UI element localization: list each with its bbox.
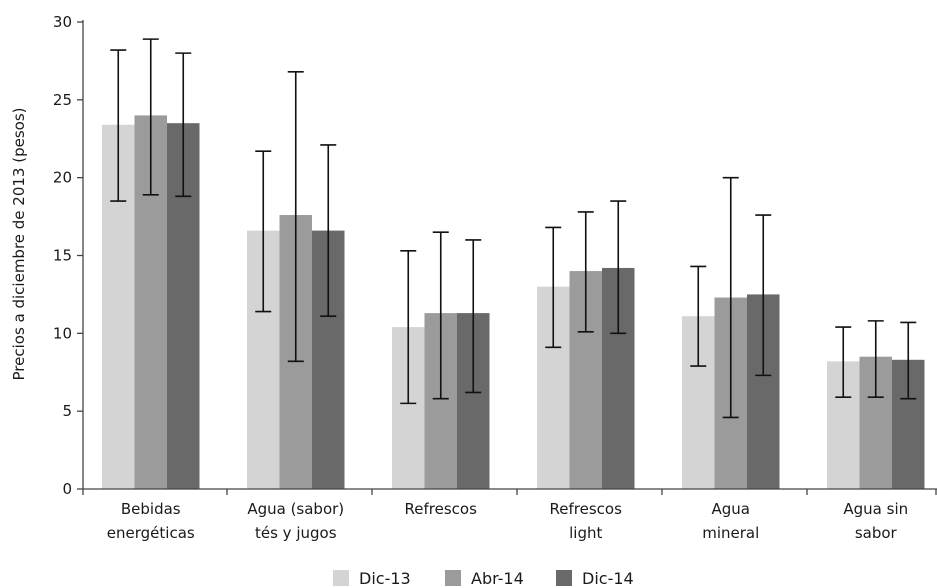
error-bar-abr-14-2 xyxy=(432,231,449,400)
y-tick-label: 30 xyxy=(53,13,72,31)
error-bars-layer xyxy=(110,38,917,419)
error-bar-abr-14-3 xyxy=(577,211,594,333)
y-tick-label: 5 xyxy=(62,402,72,420)
x-category-label-line: Agua xyxy=(712,500,750,518)
legend-item-dic-14: Dic-14 xyxy=(556,569,634,588)
x-category-label: Agua (sabor) tés y jugos xyxy=(247,500,344,542)
error-bar-dic-14-5 xyxy=(900,321,917,400)
error-bar-dic-13-1 xyxy=(255,150,272,313)
y-ticks-layer: 0 5 10 15 20 25 30 xyxy=(53,13,83,498)
error-bar-dic-13-2 xyxy=(400,250,417,405)
x-category-label: Bebidas energéticas xyxy=(107,500,195,542)
legend-label: Dic-14 xyxy=(582,569,634,588)
error-bar-dic-13-3 xyxy=(545,226,562,349)
error-bar-dic-13-5 xyxy=(835,326,852,398)
x-category-label-line: Bebidas xyxy=(121,500,181,518)
error-bar-dic-14-0 xyxy=(175,52,192,198)
legend-label: Dic-13 xyxy=(359,569,411,588)
x-category-label-line: Refrescos xyxy=(405,500,478,518)
x-category-label-line: Agua (sabor) xyxy=(247,500,344,518)
y-tick-label: 0 xyxy=(62,480,72,498)
x-category-label-line: energéticas xyxy=(107,524,195,542)
error-bar-dic-14-2 xyxy=(465,239,482,394)
error-bar-dic-14-4 xyxy=(755,214,772,377)
y-tick-label: 20 xyxy=(53,169,72,187)
legend: Dic-13 Abr-14 Dic-14 xyxy=(333,569,634,588)
error-bar-dic-14-1 xyxy=(320,144,337,318)
x-category-label-line: sabor xyxy=(855,524,898,542)
x-category-label-line: Refrescos xyxy=(550,500,623,518)
legend-label: Abr-14 xyxy=(471,569,524,588)
error-bar-abr-14-1 xyxy=(287,71,304,363)
axes-layer xyxy=(82,20,937,490)
x-category-label: Refrescos light xyxy=(550,500,623,542)
x-category-label-line: mineral xyxy=(702,524,759,542)
y-tick-label: 25 xyxy=(53,91,72,109)
y-tick-label: 15 xyxy=(53,247,72,265)
legend-swatch xyxy=(445,570,461,586)
x-categories-layer: Bebidas energéticas Agua (sabor) tés y jugo… xyxy=(82,489,937,542)
error-bar-abr-14-5 xyxy=(867,320,884,398)
y-tick-label: 10 xyxy=(53,324,72,342)
error-bar-dic-14-3 xyxy=(610,200,627,335)
x-category-label: Agua mineral xyxy=(702,500,759,542)
error-bar-abr-14-4 xyxy=(722,176,739,419)
error-bar-dic-13-0 xyxy=(110,49,127,202)
x-category-label: Refrescos xyxy=(405,500,478,518)
y-axis-label: Precios a diciembre de 2013 (pesos) xyxy=(10,107,28,380)
x-category-label-line: light xyxy=(569,524,602,542)
y-axis-label-group: Precios a diciembre de 2013 (pesos) xyxy=(10,107,28,380)
legend-item-dic-13: Dic-13 xyxy=(333,569,411,588)
bars-layer xyxy=(102,115,925,490)
legend-swatch xyxy=(333,570,349,586)
legend-swatch xyxy=(556,570,572,586)
x-category-label-line: tés y jugos xyxy=(255,524,337,542)
error-bar-abr-14-0 xyxy=(142,38,159,196)
x-category-label: Agua sin sabor xyxy=(843,500,908,542)
x-category-label-line: Agua sin xyxy=(843,500,908,518)
error-bar-dic-13-4 xyxy=(690,265,707,367)
legend-item-abr-14: Abr-14 xyxy=(445,569,524,588)
